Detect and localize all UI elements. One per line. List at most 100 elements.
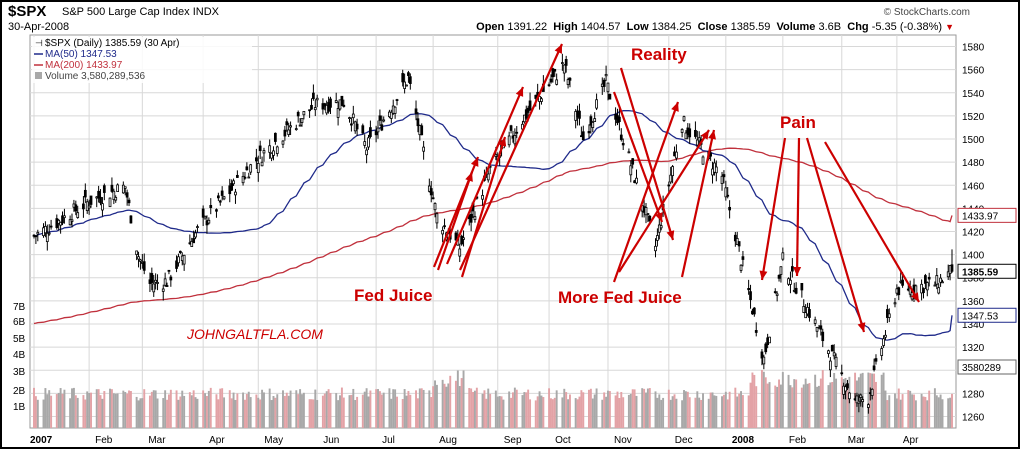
volume-bar [580,390,583,428]
candle-body [701,156,705,165]
volume-bar [481,393,484,428]
price-candle [167,269,171,275]
candle-body [274,132,277,142]
open-label: Open [476,21,505,33]
volume-bar [61,393,64,428]
y-tick-label: 1460 [962,181,985,192]
candle-body [880,348,884,356]
volume-bar [804,378,807,428]
volume-bar [432,386,435,428]
volume-bar [257,397,260,428]
volume-bar [483,390,486,428]
candle-body [289,125,292,128]
volume-bar [669,399,672,428]
candle-body [365,149,368,156]
candle-body [927,276,931,280]
candle-body [644,207,648,216]
price-candle [752,307,756,317]
candle-body [726,194,730,197]
volume-bar [268,388,271,428]
candle-body [336,108,340,118]
candle-body [815,327,819,332]
volume-bar [295,390,298,428]
candle-body [216,195,220,199]
price-candle [789,271,792,294]
volume-bar [458,386,461,428]
candle-body [887,313,891,318]
price-candle [137,251,140,268]
volume-tick-label: 1B [13,402,26,413]
volume-bar [335,393,338,428]
volume-bar [749,382,752,428]
candle-body [429,188,433,196]
candle-body [935,275,939,285]
index-name: S&P 500 Large Cap Index INDX [62,6,219,18]
candle-body [34,235,38,238]
volume-bar [162,398,165,428]
price-candle [165,282,169,287]
candle-body [832,352,836,357]
chg-label: Chg [847,21,869,33]
annotation-arrows [432,43,920,333]
price-candle [593,112,597,122]
candle-body [933,284,937,287]
price-candle [656,228,659,247]
volume-bar [924,396,927,428]
price-candle [163,272,167,287]
y-tick-label: 1500 [962,135,985,146]
arrow-head [793,266,802,276]
candle-body [300,118,304,123]
annotation-more-fed-juice: More Fed Juice [558,288,682,307]
price-candle [152,274,156,297]
candle-body [857,400,861,404]
volume-bar [616,391,619,428]
date-label: 30-Apr-2008 [8,21,70,33]
candle-body [790,266,794,272]
price-candle [722,170,726,184]
price-candle [564,55,568,73]
y-tick-label: 1520 [962,112,985,123]
price-candle [800,282,804,298]
price-candle [684,130,688,140]
price-candle [893,297,897,308]
annotation-fed-juice: Fed Juice [354,286,432,305]
volume-bar [316,400,319,428]
volume-bar [219,388,222,428]
volume-bar [648,388,651,428]
candle-body [194,232,197,238]
price-candle [216,192,220,201]
volume-bar [76,397,79,428]
volume-bar [709,392,712,428]
price-candle [924,273,927,289]
candle-body [513,135,517,145]
volume-bar [407,390,410,428]
arrow-shaft [612,101,680,283]
candle-body [526,107,530,113]
candle-body [125,192,129,198]
price-candle [376,120,380,139]
candle-body [741,256,745,260]
volume-bar [926,400,929,428]
price-candle [429,181,433,203]
annotation-arrow [824,141,920,303]
price-candle [283,125,287,141]
price-candle [832,344,836,360]
legend-volume: Volume 3,580,289,536 [45,71,146,82]
candle-body [129,215,133,224]
volume-bar [143,389,146,428]
candle-body [87,205,91,209]
price-candle [872,358,876,372]
price-candle [274,132,277,145]
candle-body [420,125,424,136]
volume-bar [827,385,830,428]
x-tick-label: 2008 [732,435,755,446]
price-candle [207,217,211,225]
volume-bar [129,391,132,428]
candle-body [139,259,142,262]
price-candle [178,250,182,255]
price-candle [218,199,222,206]
candle-body [922,288,925,294]
price-candle [619,128,623,142]
candle-body [893,302,897,305]
volume-bar [534,400,537,428]
